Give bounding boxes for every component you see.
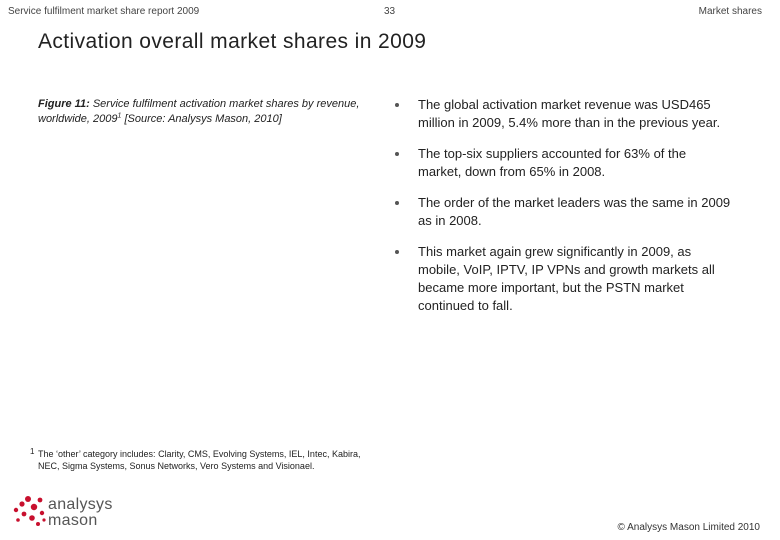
logo-line-1: analysys [48,496,113,513]
footnote-mark: 1 [30,447,35,456]
bullet-item: The global activation market revenue was… [392,96,732,132]
logo-dots [13,496,46,526]
bullet-dot [395,103,399,107]
figure-caption-text: Service fulfilment activation market sha… [38,98,360,125]
figure-caption: Figure 11: Service fulfilment activation… [38,97,368,127]
bullet-text: The order of the market leaders was the … [418,195,731,228]
footnote-text: The ‘other’ category includes: Clarity, … [38,449,361,471]
key-points-list: The global activation market revenue was… [392,96,732,328]
analysys-mason-logo-icon [13,496,46,526]
logo-wordmark: analysys mason [48,497,113,529]
figure-label: Figure 11: [38,98,90,110]
page-title: Activation overall market shares in 2009 [38,30,427,53]
footnote: 1 The ‘other’ category includes: Clarity… [30,447,368,472]
bullet-text: This market again grew significantly in … [418,244,715,313]
bullet-item: The top-six suppliers accounted for 63% … [392,145,732,181]
bullet-dot [395,152,399,156]
bullet-dot [395,250,399,254]
header-section-name: Market shares [698,6,762,17]
page-number: 33 [384,6,396,17]
bullet-item: The order of the market leaders was the … [392,194,732,230]
header-report-title: Service fulfilment market share report 2… [8,6,200,17]
bullet-text: The top-six suppliers accounted for 63% … [418,146,687,179]
bullet-item: This market again grew significantly in … [392,243,732,315]
copyright-notice: © Analysys Mason Limited 2010 [617,522,760,533]
figure-source: [Source: Analysys Mason, 2010] [124,113,282,125]
bullet-text: The global activation market revenue was… [418,97,721,130]
figure-footnote-ref: 1 [117,112,122,120]
logo-line-2: mason [48,512,98,529]
bullet-dot [395,201,399,205]
